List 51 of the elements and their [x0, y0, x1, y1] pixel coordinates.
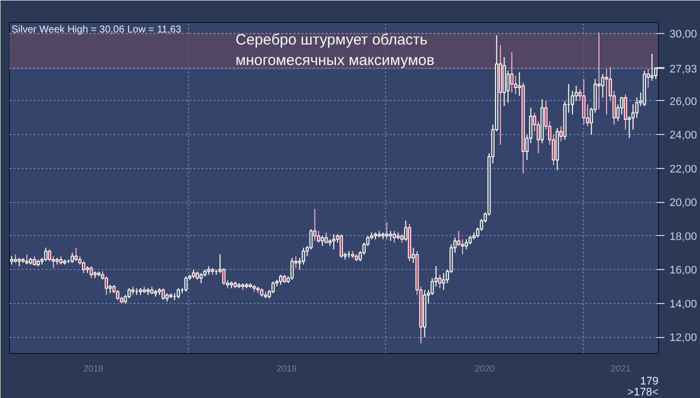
candlestick	[74, 247, 78, 262]
candlestick	[184, 276, 188, 292]
candlestick	[385, 222, 388, 240]
y-tick-label: 16,00	[670, 264, 698, 277]
candlestick	[48, 248, 52, 262]
candlestick	[90, 266, 93, 279]
candlestick	[104, 276, 108, 296]
candlestick	[392, 230, 396, 244]
candlestick	[332, 234, 336, 250]
candlestick	[324, 232, 328, 244]
candlestick	[279, 274, 282, 286]
text: >178<	[627, 386, 658, 398]
candlestick	[309, 228, 313, 250]
y-tick-label: 27,93	[670, 63, 698, 76]
y-tick-label: 12,00	[670, 332, 698, 344]
candlestick	[320, 235, 324, 247]
candlestick	[650, 53, 654, 82]
text: 179	[640, 376, 659, 388]
candlestick	[70, 252, 74, 264]
y-tick-label: 22,00	[670, 163, 698, 176]
candlestick	[25, 254, 28, 266]
candlestick	[464, 238, 468, 250]
candlestick	[597, 32, 601, 110]
y-tick-label: 24,00	[670, 130, 698, 142]
x-tick-label: 2021	[610, 364, 631, 374]
candlestick	[44, 247, 48, 262]
candlestick	[582, 78, 586, 126]
y-tick-label: 14,00	[670, 298, 698, 310]
candlestick	[290, 257, 294, 280]
candlestick	[162, 288, 165, 301]
candlestick	[510, 52, 514, 94]
candlestick	[176, 288, 180, 299]
candlestick	[388, 230, 392, 242]
annotation: Серебро штурмует область многомесячных максимумов	[236, 32, 434, 69]
x-tick-label: 2020	[474, 364, 495, 374]
candlestick	[624, 94, 628, 130]
chart-title: Silver Week High = 30,06 Low = 11,63	[12, 24, 182, 36]
candlestick	[340, 234, 343, 258]
x-tick-label: 2018	[83, 364, 104, 374]
candlestick	[302, 247, 306, 266]
candlestick	[116, 289, 120, 301]
y-tick-label: 20,00	[670, 197, 698, 210]
candlestick	[442, 272, 446, 290]
candlestick	[604, 68, 608, 115]
y-tick-label: 18,00	[670, 230, 698, 243]
candlestick	[199, 272, 203, 284]
y-tick-label: 26,00	[670, 96, 698, 108]
y-tick-label: 30,00	[670, 28, 698, 40]
candlestick	[570, 90, 574, 115]
candlestick	[601, 73, 604, 98]
x-tick-label: 2019	[276, 364, 297, 374]
